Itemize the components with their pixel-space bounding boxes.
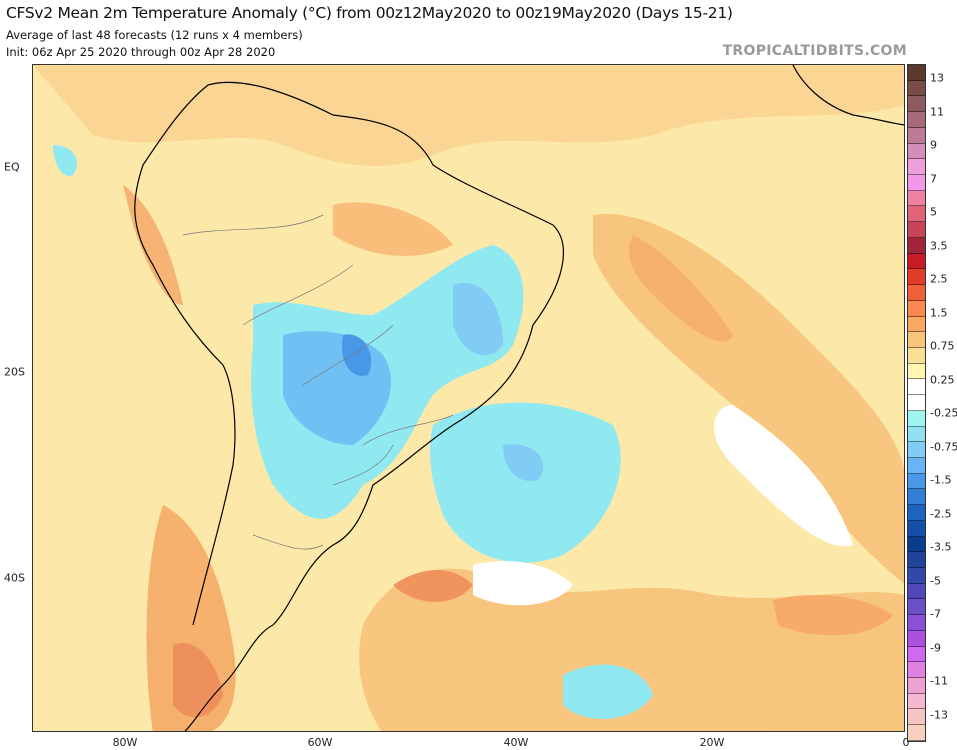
x-label-60w: 60W bbox=[307, 736, 333, 749]
colorbar-swatch bbox=[908, 457, 925, 474]
colorbar-swatch bbox=[908, 363, 925, 380]
colorbar-swatch bbox=[908, 599, 925, 616]
map-subtitle-init: Init: 06z Apr 25 2020 through 00z Apr 28… bbox=[6, 45, 276, 59]
colorbar-label: 11 bbox=[930, 105, 944, 118]
colorbar-label: 7 bbox=[930, 172, 937, 185]
colorbar-swatch bbox=[908, 536, 925, 553]
colorbar-swatch bbox=[908, 568, 925, 584]
warm-anomaly-areas bbox=[33, 65, 904, 731]
colorbar-swatch bbox=[908, 206, 925, 223]
colorbar-swatch bbox=[908, 442, 925, 458]
colorbar-swatch bbox=[908, 175, 925, 191]
x-label-40w: 40W bbox=[503, 736, 529, 749]
colorbar-label: -0.75 bbox=[930, 440, 957, 453]
colorbar-label: -1.5 bbox=[930, 473, 952, 487]
colorbar-swatch bbox=[908, 253, 925, 270]
south-america-coastline bbox=[134, 81, 564, 731]
colorbar-swatch bbox=[908, 190, 925, 207]
colorbar-swatch bbox=[908, 678, 925, 694]
y-label-eq: EQ bbox=[4, 160, 20, 174]
colorbar-label: -13 bbox=[930, 708, 948, 721]
colorbar-swatch bbox=[908, 552, 925, 568]
x-label-20w: 20W bbox=[699, 736, 725, 749]
colorbar-label: -7 bbox=[930, 607, 941, 621]
colorbar-label: 2.5 bbox=[930, 272, 948, 286]
colorbar-swatch bbox=[908, 237, 925, 254]
country-borders bbox=[182, 214, 454, 550]
colorbar-swatch bbox=[908, 143, 925, 160]
colorbar-label: -11 bbox=[930, 674, 948, 688]
colorbar-swatch bbox=[908, 615, 925, 631]
colorbar-swatch bbox=[908, 96, 925, 113]
colorbar-label: 3.5 bbox=[930, 239, 948, 252]
colorbar-swatch bbox=[908, 646, 925, 663]
colorbar-swatch bbox=[908, 127, 925, 144]
colorbar-swatch bbox=[908, 222, 925, 238]
colorbar-swatch bbox=[908, 332, 925, 348]
cool-anomaly-areas bbox=[53, 145, 853, 719]
colorbar-swatch bbox=[908, 505, 925, 521]
africa-coastline bbox=[792, 65, 904, 126]
colorbar-label: 0.25 bbox=[930, 373, 955, 386]
y-label-40s: 40S bbox=[4, 571, 25, 585]
colorbar-swatch bbox=[908, 379, 925, 396]
map-title: CFSv2 Mean 2m Temperature Anomaly (°C) f… bbox=[6, 4, 733, 22]
colorbar-swatch bbox=[908, 80, 925, 97]
colorbar-swatch bbox=[908, 489, 925, 506]
anomaly-map bbox=[32, 64, 905, 732]
colorbar-swatch bbox=[908, 693, 925, 710]
colorbar-swatch bbox=[908, 520, 925, 537]
colorbar-swatch bbox=[908, 347, 925, 364]
colorbar-label: 1.5 bbox=[930, 306, 948, 319]
colorbar-swatch bbox=[908, 725, 925, 741]
colorbar-swatch bbox=[908, 285, 925, 301]
y-label-20s: 20S bbox=[4, 365, 25, 379]
brand-watermark: TROPICALTIDBITS.COM bbox=[722, 43, 907, 59]
colorbar-swatch bbox=[908, 662, 925, 679]
colorbar-label: -0.25 bbox=[930, 406, 957, 420]
colorbar-label: -9 bbox=[930, 641, 941, 654]
colorbar-label: 13 bbox=[930, 71, 944, 85]
colorbar-swatch bbox=[908, 65, 925, 81]
colorbar-swatch bbox=[908, 410, 925, 427]
colorbar-swatch bbox=[908, 426, 925, 443]
colorbar-swatch bbox=[908, 395, 925, 411]
colorbar-swatch bbox=[908, 316, 925, 333]
colorbar-label: -3.5 bbox=[930, 540, 952, 554]
colorbar bbox=[907, 64, 926, 742]
colorbar-swatch bbox=[908, 159, 925, 176]
colorbar-swatch bbox=[908, 630, 925, 647]
colorbar-swatch bbox=[908, 709, 925, 726]
x-label-80w: 80W bbox=[112, 736, 138, 749]
colorbar-label: 9 bbox=[930, 138, 937, 152]
colorbar-swatch bbox=[908, 300, 925, 317]
colorbar-swatch bbox=[908, 473, 925, 490]
colorbar-swatch bbox=[908, 583, 925, 600]
x-label-0: 0 bbox=[902, 736, 910, 749]
colorbar-label: 0.75 bbox=[930, 339, 955, 353]
colorbar-label: -2.5 bbox=[930, 507, 952, 520]
map-subtitle-average: Average of last 48 forecasts (12 runs x … bbox=[6, 28, 303, 42]
colorbar-label: 5 bbox=[930, 205, 937, 219]
colorbar-label: -5 bbox=[930, 574, 941, 587]
colorbar-swatch bbox=[908, 269, 925, 286]
colorbar-swatch bbox=[908, 112, 925, 128]
